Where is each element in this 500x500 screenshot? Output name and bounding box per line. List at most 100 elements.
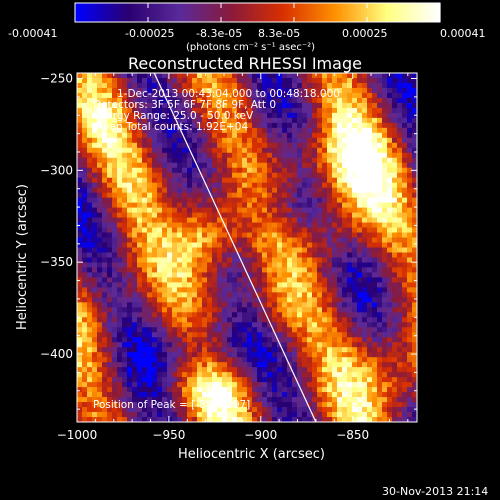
heatmap-cell	[167, 297, 173, 303]
heatmap-cell	[102, 202, 108, 209]
heatmap-cell	[77, 357, 83, 363]
heatmap-cell	[207, 322, 213, 328]
heatmap-cell	[87, 117, 93, 124]
heatmap-cell	[257, 102, 263, 109]
heatmap-cell	[77, 272, 83, 278]
heatmap-cell	[97, 177, 103, 184]
heatmap-cell	[312, 372, 318, 378]
heatmap-cell	[82, 242, 88, 248]
heatmap-cell	[322, 317, 328, 323]
heatmap-cell	[172, 327, 178, 333]
heatmap-cell	[297, 147, 303, 154]
heatmap-cell	[402, 77, 408, 84]
heatmap-cell	[217, 147, 223, 154]
heatmap-cell	[187, 292, 193, 298]
heatmap-cell	[317, 172, 323, 179]
heatmap-cell	[412, 412, 417, 418]
heatmap-cell	[317, 142, 323, 149]
heatmap-cell	[312, 177, 318, 184]
heatmap-cell	[402, 397, 408, 403]
heatmap-cell	[277, 417, 283, 422]
heatmap-cell	[112, 177, 118, 184]
heatmap-cell	[397, 157, 403, 164]
heatmap-cell	[307, 257, 313, 263]
heatmap-cell	[207, 122, 213, 129]
heatmap-cell	[337, 252, 343, 258]
heatmap-cell	[192, 242, 198, 248]
heatmap-cell	[207, 87, 213, 94]
heatmap-cell	[337, 242, 343, 248]
heatmap-cell	[397, 107, 403, 114]
heatmap-cell	[402, 402, 408, 408]
heatmap-cell	[292, 232, 298, 239]
heatmap-cell	[102, 87, 108, 94]
heatmap-cell	[377, 167, 383, 174]
heatmap-cell	[382, 262, 388, 268]
heatmap-cell	[197, 177, 203, 184]
heatmap-cell	[147, 252, 153, 258]
heatmap-cell	[187, 107, 193, 114]
heatmap-cell	[382, 127, 388, 134]
heatmap-cell	[267, 162, 273, 169]
heatmap-cell	[347, 322, 353, 328]
heatmap-cell	[277, 247, 283, 253]
heatmap-cell	[237, 322, 243, 328]
heatmap-cell	[142, 367, 148, 373]
heatmap-cell	[162, 352, 168, 358]
heatmap-cell	[187, 327, 193, 333]
heatmap-cell	[277, 217, 283, 224]
heatmap-cell	[287, 277, 293, 283]
heatmap-cell	[222, 87, 228, 94]
heatmap-cell	[257, 382, 263, 388]
heatmap-cell	[132, 232, 138, 239]
heatmap-cell	[192, 382, 198, 388]
heatmap-cell	[327, 272, 333, 278]
heatmap-cell	[122, 217, 128, 224]
heatmap-cell	[117, 337, 123, 343]
heatmap-cell	[277, 267, 283, 273]
heatmap-cell	[342, 262, 348, 268]
heatmap-cell	[152, 297, 158, 303]
heatmap-cell	[132, 357, 138, 363]
heatmap-cell	[327, 172, 333, 179]
heatmap-cell	[337, 317, 343, 323]
heatmap-cell	[172, 182, 178, 189]
heatmap-cell	[152, 192, 158, 199]
heatmap-cell	[232, 122, 238, 129]
heatmap-cell	[162, 347, 168, 353]
heatmap-cell	[262, 332, 268, 338]
heatmap-cell	[307, 307, 313, 313]
heatmap-cell	[367, 222, 373, 229]
heatmap-cell	[382, 327, 388, 333]
heatmap-cell	[402, 202, 408, 209]
heatmap-cell	[217, 187, 223, 194]
heatmap-cell	[192, 362, 198, 368]
heatmap-cell	[182, 137, 188, 144]
heatmap-cell	[152, 242, 158, 248]
heatmap-cell	[337, 182, 343, 189]
heatmap-cell	[142, 377, 148, 383]
heatmap-cell	[167, 142, 173, 149]
heatmap-cell	[92, 157, 98, 164]
heatmap-cell	[267, 137, 273, 144]
heatmap-cell	[337, 377, 343, 383]
heatmap-cell	[387, 232, 393, 239]
heatmap-cell	[277, 162, 283, 169]
heatmap-cell	[257, 252, 263, 258]
heatmap-cell	[297, 332, 303, 338]
heatmap-cell	[162, 372, 168, 378]
heatmap-cell	[82, 392, 88, 398]
heatmap-cell	[137, 317, 143, 323]
heatmap-cell	[122, 277, 128, 283]
heatmap-cell	[327, 257, 333, 263]
heatmap-cell	[182, 372, 188, 378]
heatmap-cell	[87, 402, 93, 408]
heatmap-cell	[107, 347, 113, 353]
heatmap-cell	[382, 167, 388, 174]
heatmap-cell	[297, 112, 303, 119]
heatmap-cell	[87, 242, 93, 248]
heatmap-cell	[312, 77, 318, 84]
heatmap-cell	[362, 302, 368, 308]
heatmap-cell	[157, 352, 163, 358]
heatmap-cell	[362, 382, 368, 388]
